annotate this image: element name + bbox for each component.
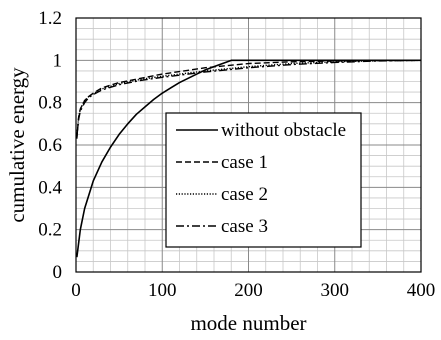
y-tick-label: 1 bbox=[53, 50, 63, 71]
x-tick-label: 200 bbox=[234, 280, 263, 301]
y-axis-label: cumulative energy bbox=[5, 67, 29, 223]
y-tick-label: 0.8 bbox=[38, 93, 62, 114]
x-tick-label: 300 bbox=[321, 280, 350, 301]
x-tick-label: 400 bbox=[407, 280, 436, 301]
legend-label-1: without obstacle bbox=[221, 120, 346, 141]
legend-box bbox=[165, 112, 362, 248]
series-line-2 bbox=[76, 59, 422, 139]
legend-items: without obstacle case 1 case 2 case 3 bbox=[176, 120, 346, 237]
legend-label-3: case 2 bbox=[221, 184, 268, 205]
series-line-3 bbox=[76, 59, 422, 137]
legend-label-4: case 3 bbox=[221, 216, 268, 237]
x-tick-label: 100 bbox=[148, 280, 177, 301]
x-tick-labels: 0 100 200 300 400 bbox=[71, 280, 435, 301]
y-tick-labels: 0 0.2 0.4 0.6 0.8 1 1.2 bbox=[38, 8, 62, 283]
series-layer bbox=[76, 59, 422, 258]
x-axis-label: mode number bbox=[190, 311, 306, 335]
legend-label-2: case 1 bbox=[221, 152, 268, 173]
legend: without obstacle case 1 case 2 case 3 bbox=[165, 112, 362, 248]
y-tick-label: 1.2 bbox=[38, 8, 62, 29]
series-line-4 bbox=[76, 59, 422, 137]
y-tick-label: 0.4 bbox=[38, 177, 62, 198]
plot-frame bbox=[75, 17, 422, 273]
y-tick-label: 0.2 bbox=[38, 220, 62, 241]
x-tick-label: 0 bbox=[71, 280, 81, 301]
y-tick-label: 0 bbox=[53, 262, 63, 283]
series-line-1 bbox=[76, 59, 421, 258]
y-tick-label: 0.6 bbox=[38, 135, 62, 156]
